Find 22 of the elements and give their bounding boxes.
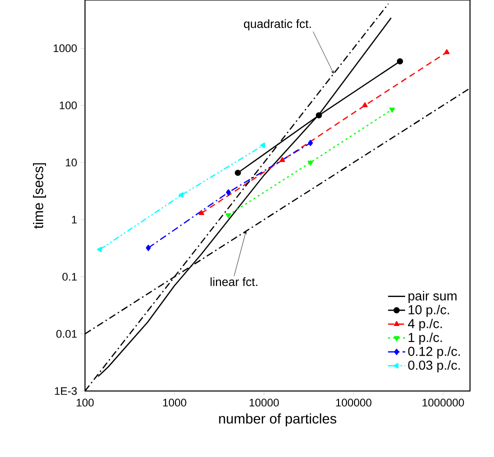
x-tick-label: 100 [76, 398, 94, 407]
y-tick-label: 100 [60, 102, 77, 110]
y-tick-label: 10 [66, 158, 77, 166]
x-axis-title: number of particles [219, 413, 336, 426]
y-axis-title: time [secs] [33, 163, 46, 229]
x-tick-label: 1000 [163, 398, 186, 407]
y-tick-label: 1000 [54, 44, 77, 52]
legend-label: pair sum [408, 290, 456, 304]
annotation: quadratic fct. [244, 19, 311, 30]
y-tick-label: 1 [72, 216, 77, 224]
y-tick-label: 1E-3 [54, 387, 77, 395]
legend-label: 4 p./c. [408, 318, 442, 331]
y-tick-label: 0.1 [62, 272, 77, 281]
x-tick-label: 100000 [336, 398, 372, 407]
x-tick-label: 1000000 [422, 398, 464, 407]
x-tick-label: 10000 [250, 398, 279, 407]
legend-label: 0.12 p./c. [408, 346, 460, 359]
legend-label: 1 p./c. [408, 332, 442, 345]
legend-label: 10 p./c. [408, 304, 449, 317]
legend-label: 0.03 p./c. [408, 360, 460, 372]
annotation: linear fct. [210, 277, 258, 286]
y-tick-label: 0.01 [56, 330, 77, 338]
